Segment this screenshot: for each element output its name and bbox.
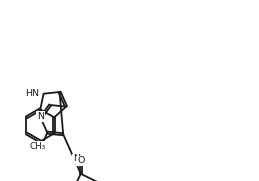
Text: CH₃: CH₃ [29,142,46,151]
Text: N: N [73,154,80,163]
Text: N: N [37,112,44,121]
Text: O: O [77,156,84,165]
Text: HN: HN [25,89,39,98]
